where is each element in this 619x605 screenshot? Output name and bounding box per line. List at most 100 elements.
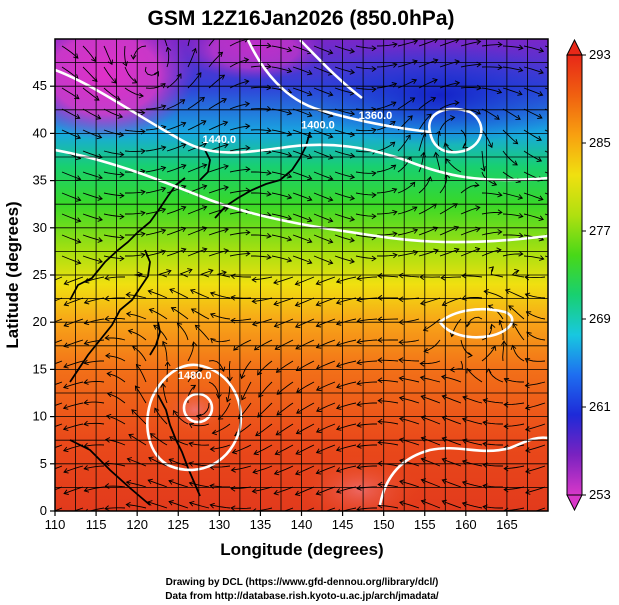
streamline — [64, 297, 84, 306]
streamline-arrow — [160, 186, 167, 193]
streamline — [292, 87, 312, 96]
streamline-arrow — [160, 104, 167, 110]
coastline-south-china — [69, 249, 151, 383]
streamline-arrow — [273, 322, 280, 328]
streamline — [104, 485, 126, 488]
streamline — [481, 231, 502, 236]
streamline-arrow — [450, 115, 456, 121]
streamline — [55, 423, 63, 427]
streamline-arrow — [474, 181, 480, 188]
streamline-arrow — [43, 427, 48, 432]
coastline-borneo — [69, 439, 151, 506]
streamline-arrow — [559, 71, 564, 76]
streamline-arrow — [295, 449, 301, 455]
streamline — [187, 97, 205, 110]
streamline-arrow — [104, 334, 110, 341]
streamline-arrow — [514, 268, 520, 275]
streamline — [313, 87, 333, 96]
streamline — [103, 108, 123, 118]
streamline-arrow — [140, 210, 146, 217]
streamline — [273, 276, 294, 284]
streamline — [481, 249, 501, 257]
streamline-arrow — [307, 153, 313, 160]
streamline-arrow — [75, 217, 82, 223]
streamline-arrow — [327, 217, 334, 223]
streamline — [63, 402, 84, 409]
streamline — [336, 444, 357, 451]
streamline — [502, 45, 523, 49]
streamline-arrow — [328, 154, 334, 160]
streamline — [251, 171, 271, 174]
streamline — [525, 381, 546, 387]
streamline-arrow — [524, 382, 530, 389]
streamline-arrow — [315, 427, 322, 433]
streamline-arrow — [356, 485, 362, 491]
streamline-arrow — [201, 205, 208, 211]
warm-core-typhoon — [165, 385, 225, 435]
streamline-arrow — [356, 380, 362, 386]
streamline — [378, 379, 399, 383]
streamline — [252, 486, 273, 492]
streamline — [526, 311, 546, 320]
streamline-arrow — [315, 343, 322, 349]
streamline-arrow — [191, 341, 198, 347]
streamline-arrow — [295, 429, 302, 435]
streamline — [55, 444, 63, 449]
streamline — [334, 87, 355, 94]
streamline-arrow — [104, 274, 110, 281]
streamline — [229, 103, 250, 110]
streamline-arrow — [274, 344, 281, 350]
y-tick-label: 20 — [33, 314, 47, 329]
streamline-arrow — [524, 358, 531, 364]
streamline-arrow — [295, 512, 300, 517]
streamline — [460, 206, 480, 215]
streamline-arrow — [251, 276, 257, 283]
streamline — [397, 156, 412, 173]
streamline — [504, 402, 525, 406]
streamline-arrow — [390, 141, 396, 147]
streamline-arrow — [412, 228, 419, 234]
streamline — [466, 368, 483, 383]
streamline — [208, 228, 229, 236]
streamline-arrow — [63, 279, 69, 286]
streamline — [253, 444, 273, 455]
streamline — [258, 381, 273, 398]
streamline — [55, 276, 63, 281]
streamline-arrow — [188, 441, 194, 447]
streamline — [251, 234, 271, 237]
streamline — [145, 208, 166, 215]
streamline-arrow — [73, 53, 79, 59]
x-tick-label: 130 — [208, 517, 230, 532]
streamline — [187, 164, 207, 173]
streamline — [313, 234, 333, 243]
streamline — [336, 465, 357, 472]
streamline — [187, 120, 207, 131]
x-tick-label: 110 — [45, 517, 66, 532]
streamline — [103, 45, 113, 65]
streamline — [127, 458, 147, 467]
streamline — [295, 465, 315, 475]
streamline — [316, 465, 336, 474]
streamline-arrow — [209, 312, 216, 319]
streamline — [460, 87, 482, 89]
streamline — [55, 381, 63, 386]
streamline-arrow — [475, 109, 481, 115]
streamline — [292, 255, 312, 264]
streamline-arrow — [315, 385, 322, 391]
streamline — [145, 105, 166, 110]
streamline-arrow — [454, 80, 461, 87]
coastlines — [69, 131, 311, 506]
streamline-arrow — [559, 258, 564, 263]
streamline — [484, 290, 504, 299]
streamline — [336, 423, 357, 430]
streamline-arrow — [138, 92, 144, 99]
streamline — [295, 276, 315, 285]
contour-label: 1400.0 — [301, 120, 335, 132]
streamline-arrow — [83, 487, 90, 493]
streamline-arrow — [209, 502, 215, 509]
streamline — [357, 402, 377, 406]
streamline — [399, 274, 420, 278]
streamline — [420, 360, 441, 365]
streamline — [84, 276, 105, 283]
streamline-arrow — [517, 194, 524, 200]
